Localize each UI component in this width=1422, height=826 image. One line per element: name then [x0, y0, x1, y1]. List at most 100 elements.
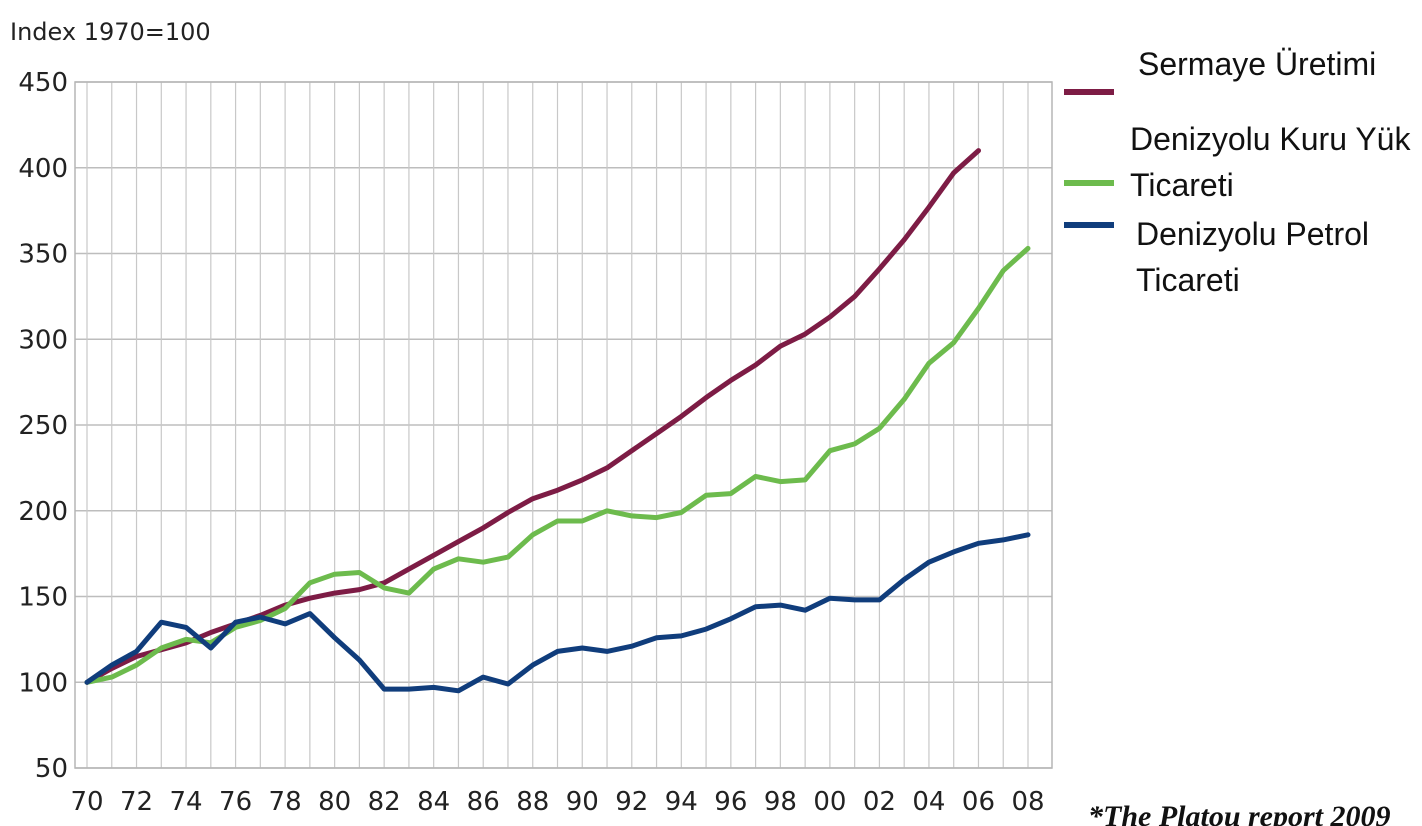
data-point	[730, 379, 732, 381]
data-point	[680, 511, 682, 513]
data-point	[656, 637, 658, 639]
data-point	[482, 676, 484, 678]
x-tick-label: 78	[269, 787, 302, 817]
data-point	[928, 362, 930, 364]
chart-grid	[74, 81, 1053, 769]
data-point	[185, 642, 187, 644]
data-point	[111, 664, 113, 666]
y-axis: 450 400 350 300 250 200 150 100 50	[18, 68, 68, 784]
legend-label: Ticareti	[1130, 167, 1234, 203]
data-point	[705, 397, 707, 399]
data-point	[309, 613, 311, 615]
y-tick-label: 150	[18, 583, 68, 613]
data-point	[1002, 270, 1004, 272]
data-point	[903, 398, 905, 400]
data-point	[334, 573, 336, 575]
data-point	[284, 608, 286, 610]
data-point	[953, 551, 955, 553]
y-axis-label: Index 1970=100	[10, 18, 211, 46]
data-point	[532, 664, 534, 666]
y-tick-label: 250	[18, 411, 68, 441]
x-tick-label: 04	[912, 787, 945, 817]
x-tick-label: 70	[70, 787, 103, 817]
data-point	[854, 295, 856, 297]
data-point	[136, 656, 138, 658]
y-tick-label: 300	[18, 325, 68, 355]
data-point	[730, 618, 732, 620]
data-point	[383, 688, 385, 690]
data-point	[680, 635, 682, 637]
y-tick-label: 350	[18, 240, 68, 270]
data-point	[804, 479, 806, 481]
data-point	[358, 571, 360, 573]
data-point	[953, 172, 955, 174]
x-tick-label: 94	[665, 787, 698, 817]
data-point	[457, 558, 459, 560]
data-point	[433, 568, 435, 570]
data-point	[755, 475, 757, 477]
data-point	[656, 517, 658, 519]
y-tick-label: 100	[18, 668, 68, 698]
legend-label: Denizyolu Petrol	[1136, 216, 1369, 252]
data-point	[557, 650, 558, 652]
data-point	[309, 582, 311, 584]
plot-frame	[74, 81, 1053, 769]
data-point	[334, 592, 336, 594]
data-point	[631, 450, 633, 452]
data-point	[606, 510, 608, 512]
data-point	[408, 688, 410, 690]
data-point	[309, 597, 311, 599]
data-point	[755, 606, 757, 608]
data-point	[581, 479, 583, 481]
data-point	[111, 676, 113, 678]
data-point	[903, 239, 905, 241]
data-point	[383, 587, 385, 589]
plot-area	[84, 148, 1031, 694]
data-point	[334, 637, 336, 639]
data-point	[408, 592, 410, 594]
data-point	[557, 489, 558, 491]
data-point	[705, 494, 707, 496]
data-point	[631, 515, 633, 517]
data-point	[854, 443, 856, 445]
data-point	[210, 642, 212, 644]
data-point	[1002, 539, 1004, 541]
data-point	[136, 650, 138, 652]
x-tick-label: 02	[863, 787, 896, 817]
data-point	[507, 556, 509, 558]
x-tick-label: 88	[516, 787, 549, 817]
data-point	[557, 520, 558, 522]
data-point	[631, 645, 633, 647]
x-tick-label: 96	[714, 787, 747, 817]
data-point	[854, 599, 856, 601]
data-point	[829, 450, 831, 452]
data-point	[185, 626, 187, 628]
x-tick-label: 98	[764, 787, 797, 817]
data-point	[433, 686, 435, 688]
data-point	[532, 534, 534, 536]
x-tick-label: 72	[120, 787, 153, 817]
legend-label: Denizyolu Kuru Yük	[1130, 121, 1411, 157]
source-note: *The Platou report 2009	[1088, 800, 1391, 826]
data-point	[755, 364, 757, 366]
data-point	[457, 690, 459, 692]
legend-label: Ticareti	[1136, 262, 1240, 298]
data-point	[779, 481, 781, 483]
legend-label: Sermaye Üretimi	[1138, 46, 1376, 82]
data-point	[532, 498, 534, 500]
y-tick-label: 50	[35, 754, 68, 784]
data-point	[928, 206, 930, 208]
data-point	[383, 582, 385, 584]
data-point	[928, 561, 930, 563]
data-point	[136, 664, 138, 666]
y-tick-label: 450	[18, 68, 68, 98]
data-point	[829, 316, 831, 318]
data-point	[358, 659, 360, 661]
data-point	[160, 647, 162, 649]
data-point	[235, 626, 237, 628]
data-point	[977, 307, 979, 309]
x-tick-label: 86	[467, 787, 500, 817]
x-tick-label: 00	[813, 787, 846, 817]
data-point	[606, 650, 608, 652]
